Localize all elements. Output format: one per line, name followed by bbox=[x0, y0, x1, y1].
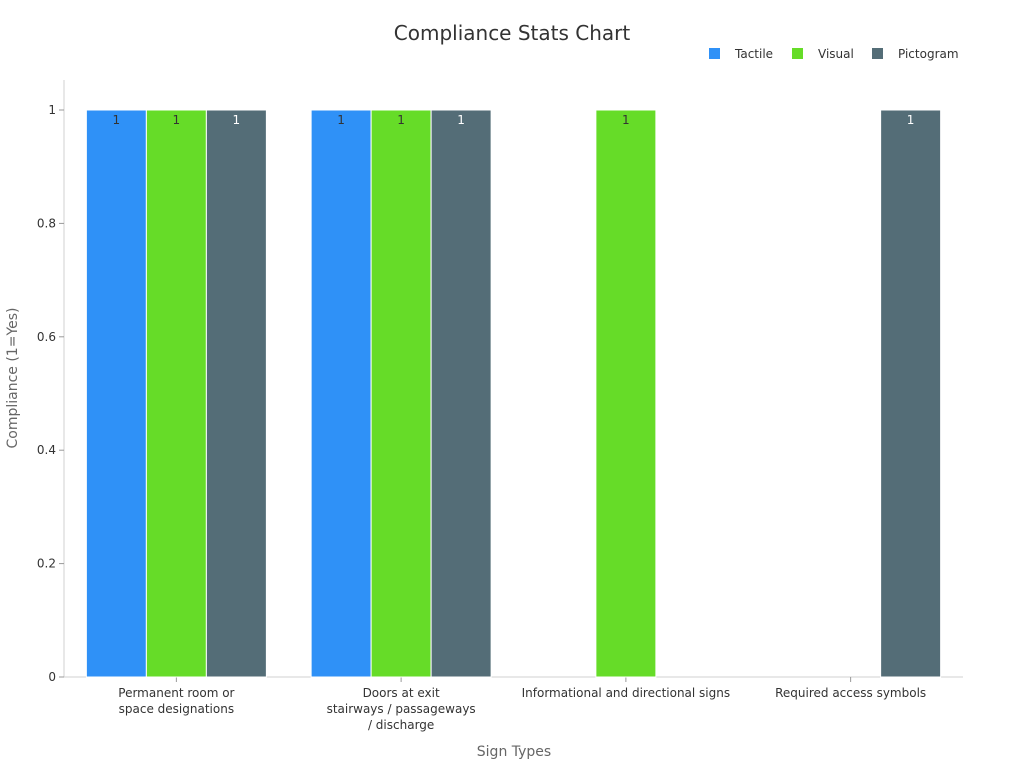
y-tick-label: 0.6 bbox=[37, 330, 56, 344]
bar-pictogram bbox=[205, 109, 267, 678]
x-tick-label-line: space designations bbox=[119, 702, 234, 716]
data-label: 1 bbox=[397, 113, 405, 127]
bar-pictogram bbox=[430, 109, 492, 678]
x-tick-label: Doors at exit stairways / passageways / di… bbox=[327, 686, 476, 732]
legend-swatch bbox=[792, 48, 803, 59]
data-label: 1 bbox=[113, 113, 121, 127]
y-tick-label: 0.8 bbox=[37, 216, 56, 230]
legend-swatch bbox=[709, 48, 720, 59]
legend: Tactile Visual Pictogram bbox=[709, 47, 959, 61]
bar-visual bbox=[595, 109, 657, 678]
x-tick-label-line: / discharge bbox=[368, 718, 434, 732]
y-axis-title: Compliance (1=Yes) bbox=[5, 307, 21, 448]
bar-tactile bbox=[85, 109, 147, 678]
bars bbox=[85, 109, 942, 678]
legend-label: Visual bbox=[818, 47, 854, 61]
x-tick-label: Informational and directional signs bbox=[522, 686, 731, 700]
data-label: 1 bbox=[907, 113, 915, 127]
data-label: 1 bbox=[337, 113, 345, 127]
x-tick-label: Required access symbols bbox=[775, 686, 926, 700]
x-tick-label: Permanent room or space designations bbox=[118, 686, 234, 716]
legend-swatch bbox=[872, 48, 883, 59]
x-tick-label-line: Informational and directional signs bbox=[522, 686, 731, 700]
legend-item-visual[interactable]: Visual bbox=[792, 47, 854, 61]
y-tick-label: 0 bbox=[48, 670, 56, 684]
data-label: 1 bbox=[233, 113, 241, 127]
x-axis: Permanent room or space designations Doors… bbox=[64, 676, 963, 732]
x-tick-label-line: Permanent room or bbox=[118, 686, 234, 700]
bar-visual bbox=[370, 109, 432, 678]
legend-item-tactile[interactable]: Tactile bbox=[709, 47, 773, 61]
y-tick-label: 1 bbox=[48, 103, 56, 117]
data-label: 1 bbox=[622, 113, 630, 127]
data-label: 1 bbox=[457, 113, 465, 127]
bar-visual bbox=[145, 109, 207, 678]
data-labels: 1 1 1 1 1 1 1 1 bbox=[113, 113, 915, 127]
y-axis: 0 0.2 0.4 0.6 0.8 1 bbox=[37, 80, 65, 684]
bar-pictogram bbox=[880, 109, 942, 678]
x-axis-title: Sign Types bbox=[477, 744, 551, 760]
legend-label: Tactile bbox=[734, 47, 773, 61]
chart-title: Compliance Stats Chart bbox=[394, 21, 631, 45]
x-tick-label-line: Doors at exit bbox=[363, 686, 440, 700]
legend-item-pictogram[interactable]: Pictogram bbox=[872, 47, 959, 61]
x-tick-label-line: Required access symbols bbox=[775, 686, 926, 700]
bar-tactile bbox=[310, 109, 372, 678]
y-tick-label: 0.4 bbox=[37, 443, 56, 457]
legend-label: Pictogram bbox=[898, 47, 959, 61]
data-label: 1 bbox=[173, 113, 181, 127]
x-tick-label-line: stairways / passageways bbox=[327, 702, 476, 716]
y-tick-label: 0.2 bbox=[37, 557, 56, 571]
